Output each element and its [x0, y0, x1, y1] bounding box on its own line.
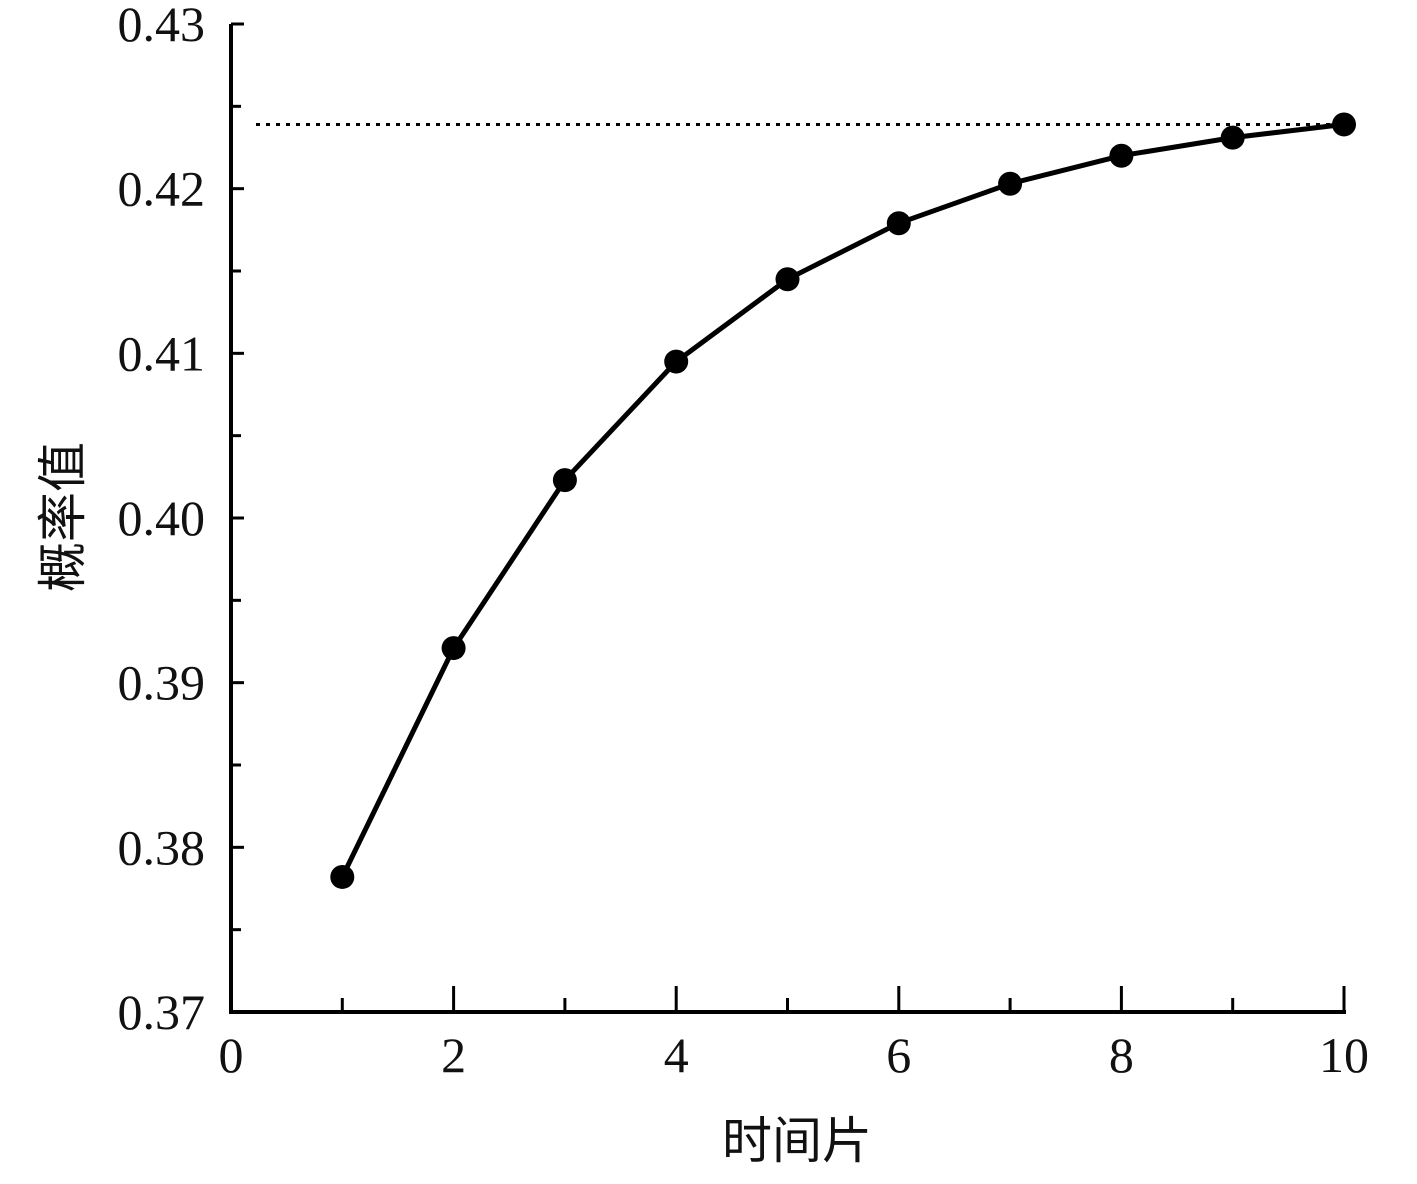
- data-point: [998, 171, 1023, 196]
- x-tick-label: 2: [441, 1027, 466, 1083]
- data-point: [1220, 125, 1245, 150]
- y-axis-title: 概率值: [34, 442, 92, 592]
- y-tick-label: 0.41: [118, 325, 206, 381]
- y-tick-label: 0.43: [118, 0, 206, 52]
- x-tick-label: 0: [219, 1027, 244, 1083]
- data-point: [775, 267, 800, 292]
- x-tick-label: 10: [1319, 1027, 1369, 1083]
- data-point: [552, 468, 577, 493]
- data-point: [1109, 143, 1134, 168]
- y-tick-label: 0.40: [118, 490, 206, 546]
- y-tick-label: 0.42: [118, 161, 206, 217]
- data-point: [441, 636, 466, 661]
- data-point: [886, 211, 911, 236]
- x-tick-label: 6: [886, 1027, 911, 1083]
- x-tick-label: 4: [664, 1027, 689, 1083]
- data-point: [1332, 112, 1356, 137]
- x-axis-title: 时间片: [722, 1112, 872, 1170]
- y-tick-label: 0.39: [118, 655, 206, 711]
- data-point: [330, 864, 355, 889]
- series-group: [330, 112, 1356, 889]
- data-point: [664, 349, 689, 374]
- axes: 0.37 0.38 0.39 0.40 0.41 0.42 0.43 0 2 4 6 8 10: [118, 0, 1370, 1083]
- x-tick-label: 8: [1109, 1027, 1134, 1083]
- y-tick-label: 0.37: [118, 984, 206, 1040]
- series-line: [340, 121, 1345, 879]
- y-tick-label: 0.38: [118, 819, 206, 875]
